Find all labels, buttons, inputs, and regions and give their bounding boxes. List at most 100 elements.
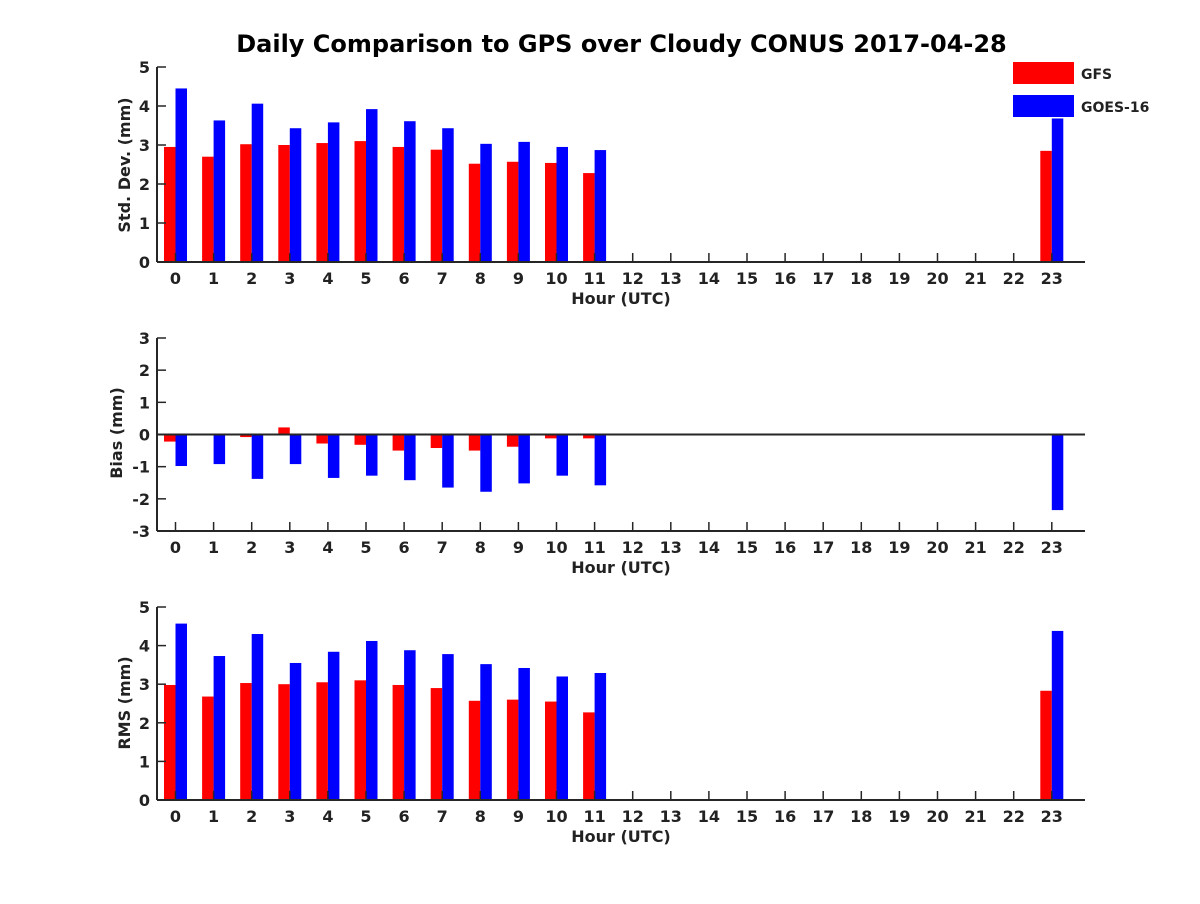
bar-gfs-hour-5	[354, 680, 366, 800]
bar-goes-16-hour-0	[175, 434, 187, 467]
bar-gfs-hour-3	[278, 684, 290, 800]
bar-gfs-hour-8	[468, 163, 481, 262]
x-tick-label: 20	[926, 807, 948, 826]
x-tick-label: 0	[170, 807, 181, 826]
x-tick-label: 10	[545, 538, 567, 557]
y-tick-label: 1	[139, 393, 150, 412]
x-tick-label: 2	[246, 807, 257, 826]
bar-goes-16-hour-2	[251, 103, 264, 262]
x-tick-label: 14	[698, 538, 720, 557]
y-axis-label: Bias (mm)	[107, 387, 126, 479]
x-axis-label: Hour (UTC)	[571, 827, 671, 846]
y-tick-label: 3	[139, 136, 150, 155]
x-tick-label: 19	[888, 269, 910, 288]
x-tick-label: 10	[545, 807, 567, 826]
bar-gfs-hour-11	[583, 173, 595, 262]
bar-gfs-hour-9	[506, 434, 519, 447]
x-tick-label: 20	[926, 269, 948, 288]
x-tick-label: 0	[170, 269, 181, 288]
x-tick-label: 18	[850, 538, 872, 557]
x-tick-label: 20	[926, 538, 948, 557]
y-tick-label: 5	[139, 58, 150, 77]
bar-goes-16-hour-2	[251, 634, 264, 800]
x-tick-label: 16	[774, 807, 796, 826]
bar-goes-16-hour-10	[556, 146, 568, 262]
x-tick-label: 7	[437, 269, 448, 288]
x-tick-label: 12	[622, 807, 644, 826]
x-tick-label: 6	[399, 269, 410, 288]
x-tick-label: 18	[850, 807, 872, 826]
bar-gfs-hour-9	[506, 699, 519, 800]
x-tick-label: 5	[360, 538, 371, 557]
legend-swatch-goes-16	[1013, 95, 1074, 117]
bar-goes-16-hour-8	[480, 143, 492, 262]
y-tick-label: 4	[139, 637, 150, 656]
chart-title: Daily Comparison to GPS over Cloudy CONU…	[236, 30, 1007, 58]
bar-goes-16-hour-5	[366, 434, 378, 476]
bar-goes-16-hour-0	[175, 88, 187, 262]
x-tick-label: 9	[513, 538, 524, 557]
bar-goes-16-hour-3	[289, 662, 302, 800]
bar-gfs-hour-7	[430, 149, 443, 262]
bar-gfs-hour-4	[316, 434, 328, 444]
bar-goes-16-hour-9	[518, 667, 530, 800]
x-tick-label: 12	[622, 269, 644, 288]
y-tick-label: 0	[139, 426, 150, 445]
x-tick-label: 7	[437, 538, 448, 557]
x-tick-label: 15	[736, 807, 758, 826]
bar-goes-16-hour-9	[518, 141, 530, 262]
x-tick-label: 22	[1003, 807, 1025, 826]
y-axis-label: RMS (mm)	[115, 656, 134, 749]
x-tick-label: 13	[660, 807, 682, 826]
x-tick-label: 11	[583, 538, 605, 557]
x-tick-label: 19	[888, 807, 910, 826]
x-axis-label: Hour (UTC)	[571, 289, 671, 308]
x-tick-label: 4	[322, 269, 333, 288]
x-tick-label: 0	[170, 538, 181, 557]
bar-goes-16-hour-23	[1051, 118, 1064, 262]
x-tick-label: 14	[698, 269, 720, 288]
x-tick-label: 3	[284, 269, 295, 288]
x-tick-label: 5	[360, 807, 371, 826]
x-tick-label: 4	[322, 807, 333, 826]
bar-gfs-hour-5	[354, 434, 366, 445]
x-tick-label: 16	[774, 269, 796, 288]
x-tick-label: 12	[622, 538, 644, 557]
y-tick-label: -2	[132, 490, 150, 509]
bar-gfs-hour-3	[278, 427, 290, 435]
bar-goes-16-hour-4	[327, 434, 340, 478]
x-tick-label: 15	[736, 538, 758, 557]
x-tick-label: 16	[774, 538, 796, 557]
bar-goes-16-hour-7	[442, 128, 454, 262]
legend: GFS GOES-16	[1013, 62, 1149, 117]
y-tick-label: -1	[132, 458, 150, 477]
y-tick-label: 4	[139, 97, 150, 116]
x-tick-label: 13	[660, 269, 682, 288]
bar-gfs-hour-11	[583, 434, 595, 439]
x-tick-label: 17	[812, 269, 834, 288]
x-tick-label: 1	[208, 538, 219, 557]
x-tick-label: 23	[1041, 269, 1063, 288]
x-tick-label: 22	[1003, 269, 1025, 288]
x-tick-label: 7	[437, 807, 448, 826]
bar-goes-16-hour-9	[518, 434, 530, 484]
x-tick-label: 21	[964, 807, 986, 826]
y-tick-label: 2	[139, 714, 150, 733]
legend-label: GOES-16	[1081, 100, 1149, 116]
x-tick-label: 23	[1041, 807, 1063, 826]
bar-goes-16-hour-7	[442, 654, 454, 800]
bar-gfs-hour-8	[468, 434, 481, 451]
x-tick-label: 8	[475, 807, 486, 826]
bar-gfs-hour-6	[392, 146, 405, 262]
bar-goes-16-hour-8	[480, 434, 492, 492]
x-tick-label: 17	[812, 538, 834, 557]
bar-gfs-hour-7	[430, 434, 443, 449]
x-tick-label: 3	[284, 538, 295, 557]
bar-gfs-hour-23	[1040, 150, 1052, 262]
bar-gfs-hour-1	[202, 696, 214, 800]
bar-gfs-hour-8	[468, 700, 481, 800]
